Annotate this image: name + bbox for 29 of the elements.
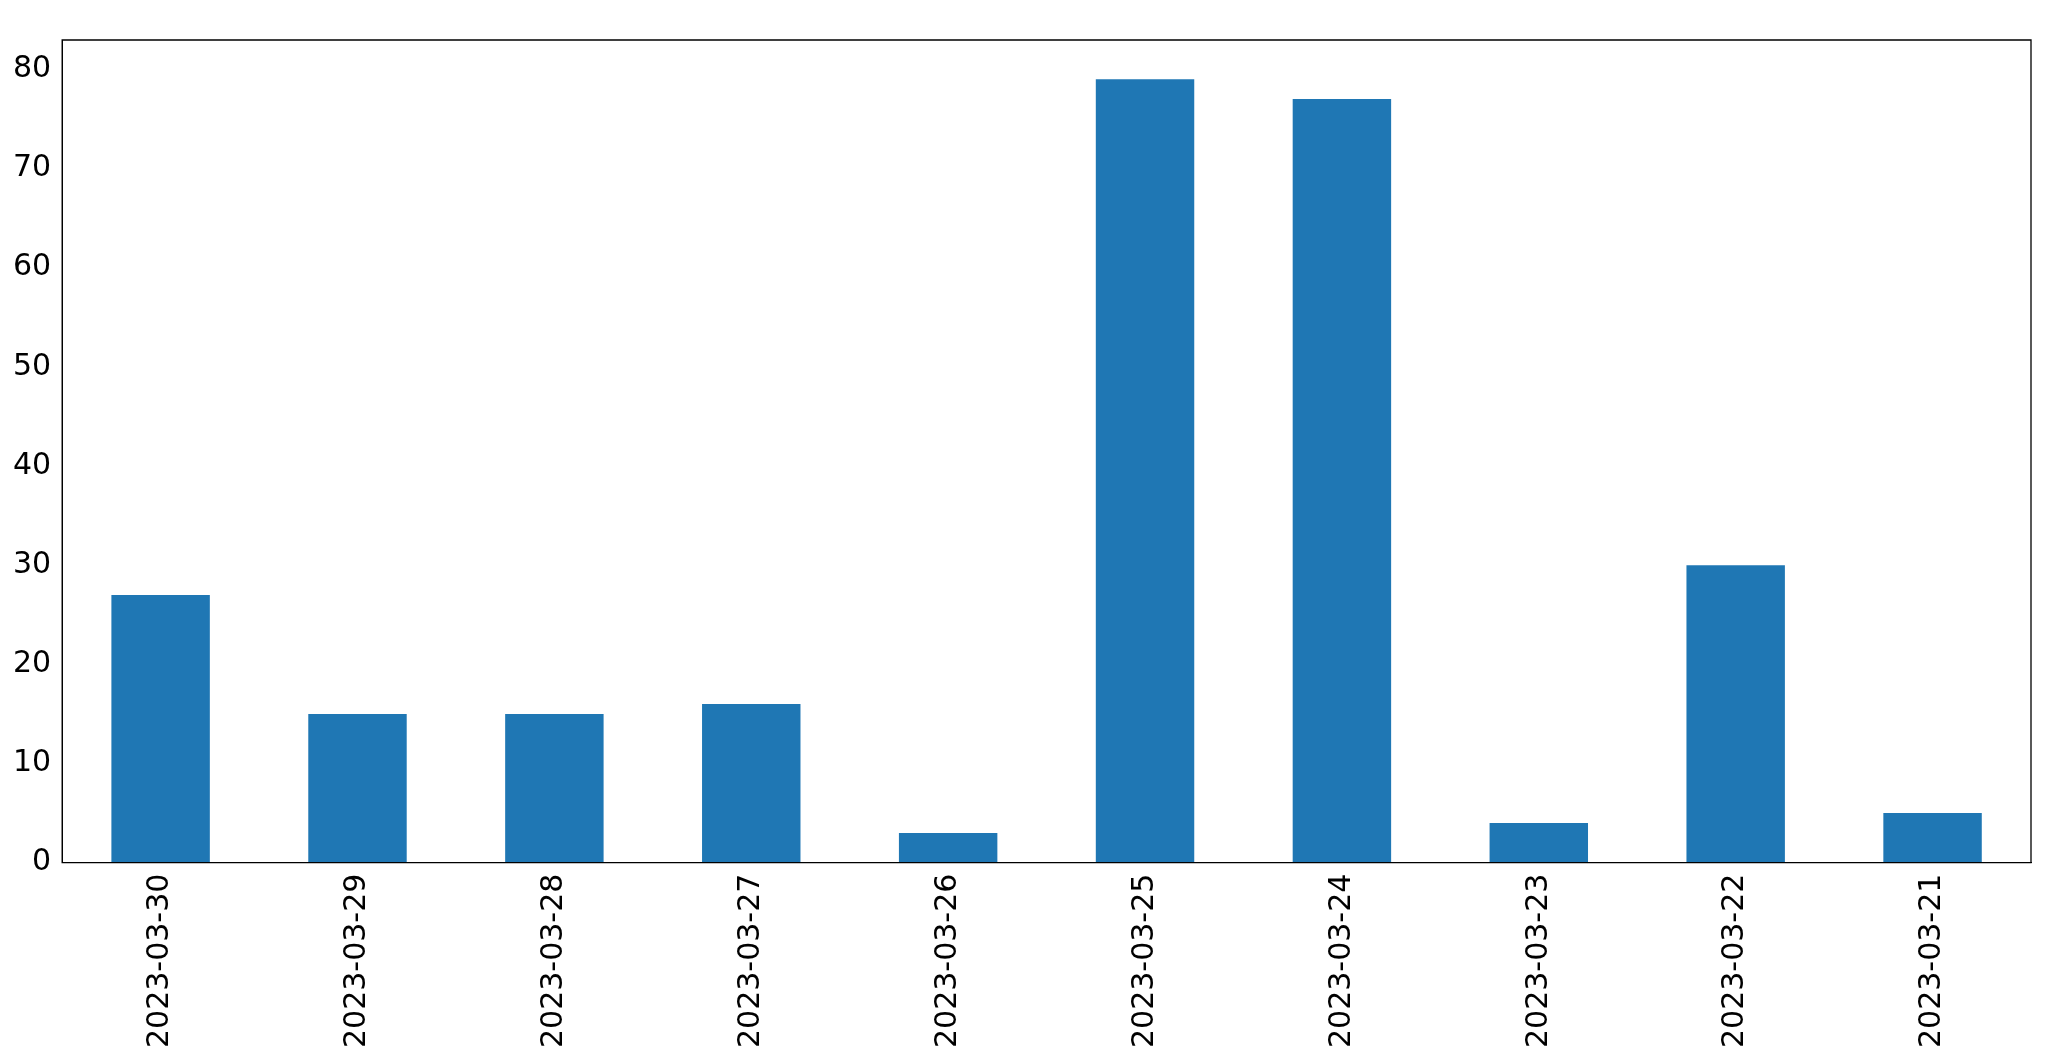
x-tick-label: 2023-03-29 — [337, 873, 373, 1049]
y-tick-label: 20 — [12, 644, 52, 680]
x-tick-label: 2023-03-22 — [1715, 873, 1751, 1049]
y-tick-label: 50 — [12, 346, 52, 382]
x-tick-label: 2023-03-26 — [927, 873, 963, 1049]
x-tick-label: 2023-03-21 — [1912, 873, 1948, 1049]
y-tick-label: 80 — [12, 49, 52, 85]
bar — [1095, 79, 1195, 863]
bar — [308, 713, 407, 863]
bar — [1489, 822, 1589, 863]
bar — [1292, 99, 1392, 863]
bar — [898, 832, 998, 863]
x-tick-label: 2023-03-27 — [731, 873, 767, 1049]
y-tick-label: 60 — [12, 247, 52, 283]
x-tick-label: 2023-03-28 — [534, 873, 570, 1049]
y-tick-label: 10 — [12, 743, 52, 779]
y-tick-label: 30 — [12, 544, 52, 580]
x-tick-label: 2023-03-23 — [1518, 873, 1554, 1049]
y-tick-label: 70 — [12, 148, 52, 184]
y-tick-label: 40 — [12, 445, 52, 481]
bar — [702, 703, 801, 863]
y-tick-label: 0 — [32, 842, 52, 878]
x-tick-label: 2023-03-30 — [140, 873, 176, 1049]
bar — [505, 713, 604, 863]
bar — [111, 594, 210, 863]
x-tick-label: 2023-03-25 — [1124, 873, 1160, 1049]
bar — [1883, 813, 1982, 863]
bar — [1686, 565, 1785, 863]
x-tick-label: 2023-03-24 — [1321, 873, 1357, 1049]
